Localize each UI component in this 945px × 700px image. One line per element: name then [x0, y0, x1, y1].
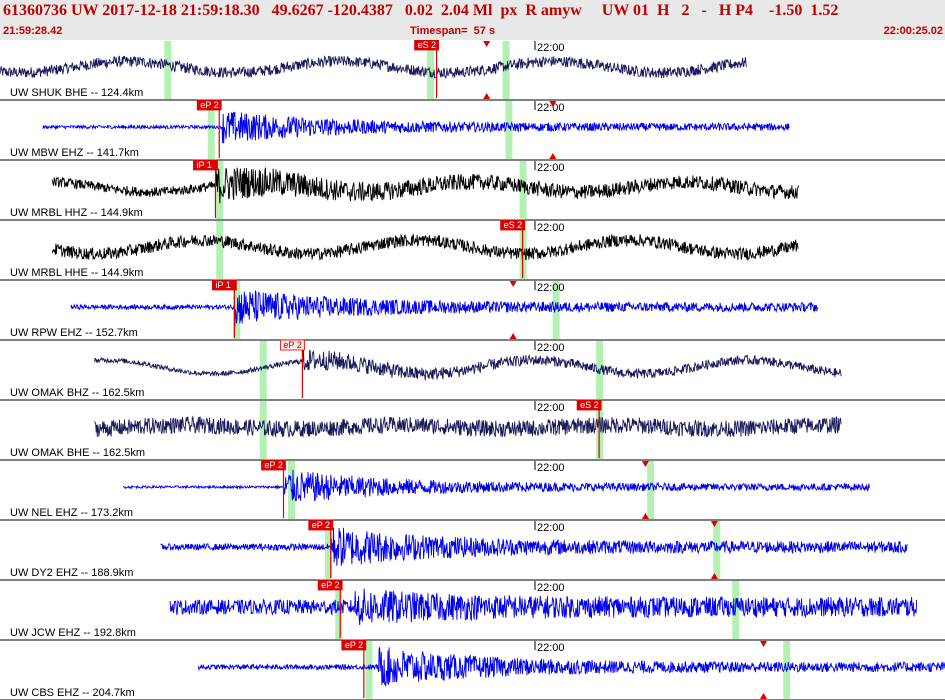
- trace-panel[interactable]: 22:00 eS 2 UW MRBL HHE -- 144.9km: [0, 219, 945, 281]
- arrival-marker-bottom: [760, 693, 768, 699]
- pick-window-highlight: [259, 341, 267, 399]
- trace-panel[interactable]: 22:00 eS 2 UW OMAK BHE -- 162.5km: [0, 399, 945, 461]
- waveform-trace: [94, 415, 842, 438]
- arrival-marker-bottom: [549, 153, 557, 159]
- station-label: UW MBW EHZ -- 141.7km: [10, 147, 139, 159]
- waveform-trace: [94, 349, 842, 381]
- phase-pick-box[interactable]: [341, 639, 367, 651]
- phase-pick-box[interactable]: [317, 579, 343, 591]
- time-tick-label: 22:00: [537, 522, 565, 534]
- pick-window-highlight: [216, 221, 224, 279]
- trace-panel[interactable]: 22:00 eP 2 UW CBS EHZ -- 204.7km: [0, 639, 945, 700]
- time-tick-label: 22:00: [537, 102, 565, 114]
- waveform-trace: [42, 111, 790, 144]
- pick-window-highlight: [552, 281, 560, 339]
- arrival-marker-top: [549, 101, 557, 107]
- pick-window-highlight: [365, 641, 373, 699]
- time-tick-label: 22:00: [537, 342, 565, 354]
- station-label: UW CBS EHZ -- 204.7km: [10, 687, 135, 699]
- pick-window-highlight: [505, 101, 513, 159]
- phase-pick-label: eP 2: [321, 580, 339, 590]
- phase-pick-box[interactable]: [211, 279, 237, 291]
- seismogram-panel[interactable]: 22:00 eS 2 UW SHUK BHE -- 124.4km 22:00 eP 2…: [0, 40, 945, 700]
- phase-pick-box[interactable]: [576, 399, 602, 411]
- arrival-marker-top: [760, 641, 768, 647]
- station-label: UW OMAK BHZ -- 162.5km: [10, 387, 144, 399]
- pick-window-highlight: [647, 461, 655, 519]
- arrival-marker-top: [710, 521, 718, 527]
- arrival-marker-bottom: [710, 573, 718, 579]
- station-label: UW DY2 EHZ -- 188.9km: [10, 567, 133, 579]
- timespan: Timespan= 57 s: [410, 25, 496, 37]
- pick-window-highlight: [596, 341, 604, 399]
- trace-panel[interactable]: 22:00 iP 1 UW RPW EHZ -- 152.7km: [0, 279, 945, 341]
- pick-window-highlight: [324, 521, 332, 579]
- phase-pick-box[interactable]: [193, 159, 218, 171]
- time-tick-label: 22:00: [537, 462, 565, 474]
- station-label: UW SHUK BHE -- 124.4km: [10, 87, 143, 99]
- station-label: UW MRBL HHZ -- 144.9km: [10, 207, 143, 219]
- arrival-marker-top: [509, 281, 517, 287]
- waveform-trace: [70, 290, 818, 327]
- time-tick-label: 22:00: [537, 282, 565, 294]
- waveform-trace: [169, 588, 918, 626]
- phase-pick-label: eP 2: [283, 340, 301, 350]
- station-label: UW NEL EHZ -- 173.2km: [10, 507, 133, 519]
- phase-pick-label: iP 1: [196, 160, 211, 170]
- arrival-marker-top: [483, 41, 491, 47]
- trace-panel[interactable]: 22:00 iP 1 UW MRBL HHZ -- 144.9km: [0, 159, 945, 221]
- time-tick-label: 22:00: [537, 582, 565, 594]
- header-bar: 61360736 UW 2017-12-18 21:59:18.30 49.62…: [0, 0, 945, 40]
- phase-pick-label: eS 2: [580, 400, 599, 410]
- phase-pick-label: eS 2: [418, 40, 437, 50]
- station-label: UW JCW EHZ -- 192.8km: [10, 627, 136, 639]
- trace-panel[interactable]: 22:00 eP 2 UW DY2 EHZ -- 188.9km: [0, 519, 945, 581]
- station-label: UW OMAK BHE -- 162.5km: [10, 447, 145, 459]
- phase-pick-box[interactable]: [196, 99, 222, 111]
- waveform-trace: [0, 55, 748, 79]
- trace-panel[interactable]: 22:00 eS 2 UW SHUK BHE -- 124.4km: [0, 40, 945, 101]
- phase-pick-label: eP 2: [312, 520, 330, 530]
- waveform-trace: [197, 646, 945, 687]
- event-title: 61360736 UW 2017-12-18 21:59:18.30 49.62…: [3, 2, 839, 19]
- time-tick-label: 22:00: [537, 642, 565, 654]
- phase-pick-label: eP 2: [265, 460, 283, 470]
- waveform-trace: [51, 167, 799, 204]
- waveform-trace: [122, 469, 870, 502]
- station-label: UW MRBL HHE -- 144.9km: [10, 267, 143, 279]
- phase-pick-box[interactable]: [414, 40, 439, 51]
- waveform-trace: [51, 233, 799, 262]
- phase-pick-label: iP 1: [215, 280, 230, 290]
- arrival-marker-bottom: [641, 513, 649, 519]
- arrival-marker-bottom: [509, 333, 517, 339]
- trace-panel[interactable]: 22:00 eP 2 UW JCW EHZ -- 192.8km: [0, 579, 945, 641]
- pick-window-highlight: [519, 161, 527, 219]
- phase-pick-label: eP 2: [345, 640, 363, 650]
- trace-panel[interactable]: 22:00 eP 2 UW OMAK BHZ -- 162.5km: [0, 339, 945, 401]
- pick-window-highlight: [426, 41, 434, 99]
- phase-pick-label: eP 2: [200, 100, 218, 110]
- arrival-marker-top: [641, 461, 649, 467]
- start-time: 21:59:28.42: [3, 25, 63, 37]
- phase-pick-box[interactable]: [308, 519, 334, 531]
- time-tick-label: 22:00: [537, 42, 565, 54]
- waveform-trace: [160, 527, 908, 566]
- phase-pick-label: eS 2: [504, 220, 523, 230]
- station-label: UW RPW EHZ -- 152.7km: [10, 327, 138, 339]
- phase-pick-box[interactable]: [500, 219, 525, 231]
- phase-pick-box[interactable]: [261, 459, 286, 471]
- time-tick-label: 22:00: [537, 162, 565, 174]
- end-time: 22:00:25.02: [883, 25, 943, 37]
- phase-pick-box[interactable]: [279, 339, 305, 351]
- pick-window-highlight: [259, 401, 267, 459]
- arrival-marker-bottom: [483, 93, 491, 99]
- pick-window-highlight: [164, 41, 172, 99]
- trace-panel[interactable]: 22:00 eP 2 UW MBW EHZ -- 141.7km: [0, 99, 945, 161]
- time-tick-label: 22:00: [537, 222, 565, 234]
- time-tick-label: 22:00: [537, 402, 565, 414]
- trace-panel[interactable]: 22:00 eP 2 UW NEL EHZ -- 173.2km: [0, 459, 945, 521]
- pick-window-highlight: [233, 281, 241, 339]
- pick-window-highlight: [207, 101, 215, 159]
